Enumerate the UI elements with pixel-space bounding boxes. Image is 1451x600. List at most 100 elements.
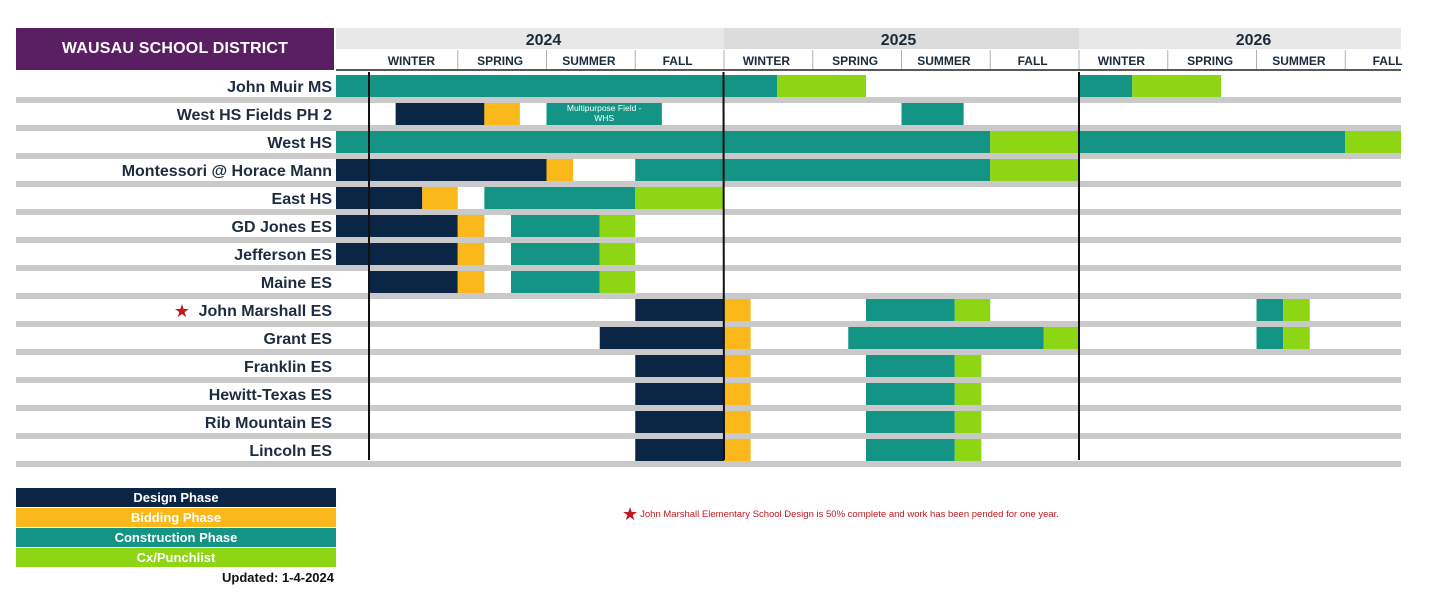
season-label: SUMMER [917,54,971,68]
bar-construction [1256,299,1284,321]
bar-cx [990,159,1079,181]
bar-bidding [724,327,751,349]
bar-construction [511,243,600,265]
row-label: Hewitt-Texas ES [209,387,333,404]
bar-label: Multipurpose Field -WHS [567,103,642,123]
season-label: WINTER [1098,54,1146,68]
bar-bidding [546,159,574,181]
legend-construction: Construction Phase [16,528,336,547]
bar-construction [635,159,991,181]
bar-cx [1132,75,1221,97]
season-label: WINTER [388,54,436,68]
bar-bidding [724,411,751,433]
row-separator [16,293,1401,299]
bar-design [336,159,547,181]
season-label: FALL [663,54,693,68]
bar-design [395,103,485,125]
bar-cx [954,439,982,461]
bar-bidding [457,271,485,293]
bar-cx [777,75,866,97]
bar-cx [1283,299,1310,321]
bar-cx [954,355,982,377]
year-label: 2026 [1236,32,1272,49]
row-separator [16,377,1401,383]
footnote-text: John Marshall Elementary School Design i… [640,508,1059,520]
row-label: John Marshall ES [199,303,333,320]
bar-bidding [724,355,751,377]
bar-construction [336,131,991,153]
row-label: Lincoln ES [249,443,332,460]
row-separator [16,433,1401,439]
row-separator [16,181,1401,187]
bar-bidding [457,243,485,265]
bar-cx [599,271,636,293]
star-icon: ★ [622,504,639,524]
bar-design [635,355,724,377]
bar-construction [866,383,955,405]
bar-design [336,243,458,265]
bar-construction [511,215,600,237]
season-label: FALL [1373,54,1403,68]
year-label: 2025 [881,32,917,49]
row-separator [16,349,1401,355]
bar-bidding [422,187,458,209]
bar-construction [848,327,1044,349]
bar-construction [546,103,662,125]
row-separator [16,461,1401,467]
row-separator [16,153,1401,159]
bar-construction [866,299,955,321]
row-label: Grant ES [264,331,333,348]
bar-construction [866,439,955,461]
bar-cx [990,131,1079,153]
bar-design [369,271,458,293]
bar-cx [1043,327,1079,349]
bar-construction [1256,327,1284,349]
star-icon: ★ [174,301,190,322]
bar-cx [635,187,724,209]
footnote: ★ John Marshall Elementary School Design… [622,505,1059,523]
district-title: WAUSAU SCHOOL DISTRICT [16,28,334,70]
bar-construction [1079,131,1346,153]
row-label: Jefferson ES [234,247,332,264]
bar-bidding [724,383,751,405]
year-header-bg [1079,28,1401,49]
legend-cx: Cx/Punchlist [16,548,336,567]
bar-design [635,439,724,461]
season-label: SUMMER [1272,54,1326,68]
bar-construction [901,103,964,125]
bar-cx [599,215,636,237]
year-header-bg [336,28,724,49]
season-label: WINTER [743,54,791,68]
season-label: SPRING [832,54,878,68]
bar-design [635,411,724,433]
season-label: SPRING [477,54,523,68]
row-label: Maine ES [261,275,332,292]
bar-construction [484,187,636,209]
legend-bidding: Bidding Phase [16,508,336,527]
bar-bidding [484,103,520,125]
legend-design: Design Phase [16,488,336,507]
row-label: Rib Mountain ES [205,415,332,432]
bar-construction [1079,75,1133,97]
bar-cx [954,411,982,433]
bar-construction [866,355,955,377]
bar-cx [954,299,991,321]
year-label: 2024 [526,32,562,49]
bar-cx [1345,131,1401,153]
row-separator [16,405,1401,411]
row-separator [16,209,1401,215]
year-header-bg [724,28,1079,49]
bar-design [336,215,458,237]
bar-construction [866,411,955,433]
row-separator [16,125,1401,131]
bar-cx [1283,327,1310,349]
bar-bidding [457,215,485,237]
row-label: Franklin ES [244,359,332,376]
bar-bidding [724,439,751,461]
bar-cx [599,243,636,265]
row-separator [16,97,1401,103]
row-label: West HS [267,135,332,152]
bar-bidding [724,299,751,321]
bar-construction [336,75,778,97]
